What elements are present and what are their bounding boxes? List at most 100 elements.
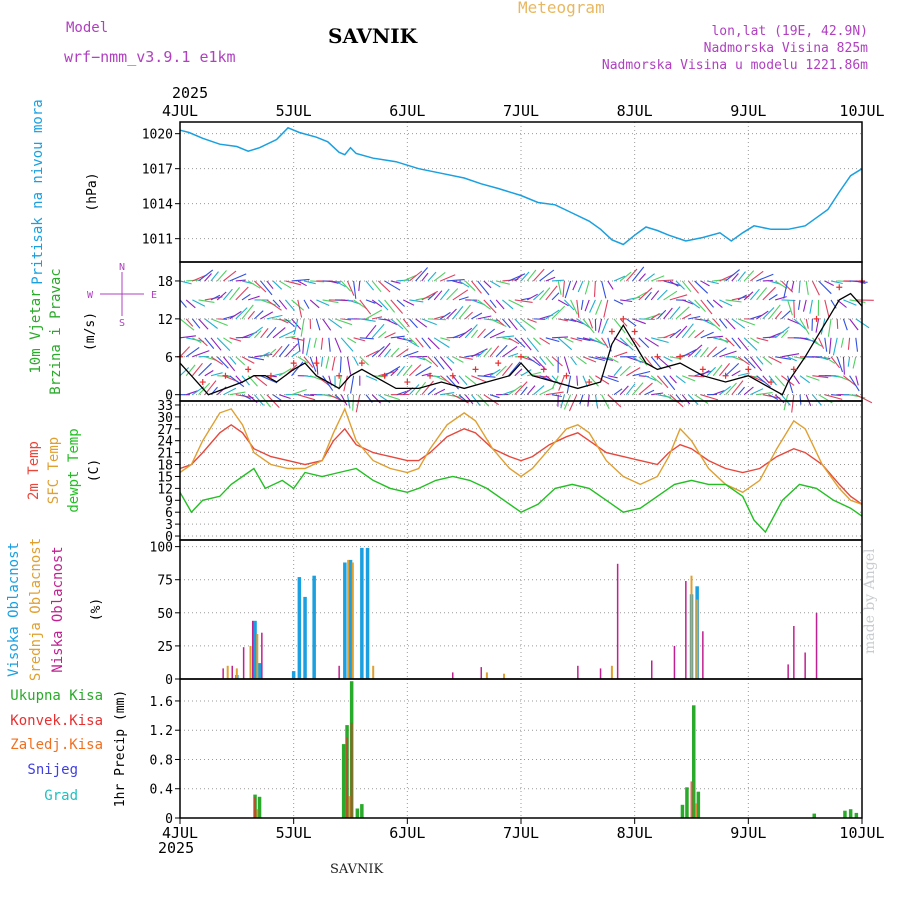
y-tick-label-pressure: 1011 bbox=[142, 233, 173, 248]
wind-gust-point bbox=[836, 284, 843, 291]
wind-gust-point bbox=[540, 366, 547, 373]
wind-arrow bbox=[210, 271, 219, 282]
wind-arrow bbox=[272, 345, 283, 358]
wind-arrow bbox=[247, 326, 264, 339]
meteogram-title: Meteogram bbox=[518, 0, 605, 17]
wind-arrow bbox=[285, 280, 302, 286]
wind-arrow bbox=[495, 365, 507, 377]
wind-arrow bbox=[446, 288, 459, 301]
y-tick-label-temperature: 9 bbox=[165, 494, 173, 509]
precip-bar-precip_strat bbox=[348, 796, 351, 818]
wind-arrow bbox=[241, 293, 251, 301]
y-tick-label-cloud: 50 bbox=[157, 607, 173, 622]
x-tick-label-top: 8JUL bbox=[617, 102, 653, 120]
wind-arrow bbox=[681, 313, 692, 320]
wind-arrow bbox=[688, 394, 699, 405]
wind-arrow bbox=[303, 280, 316, 285]
wind-arrow bbox=[562, 280, 565, 297]
y-tick-label-wind: 12 bbox=[157, 313, 173, 328]
wind-arrow bbox=[774, 326, 790, 339]
cloud-bar-low_cloud bbox=[599, 668, 602, 679]
cloud-unit-label: (%) bbox=[89, 598, 104, 621]
wind-arrow bbox=[291, 299, 305, 311]
wind-arrow bbox=[266, 314, 283, 320]
wind-arrow bbox=[799, 375, 811, 384]
wind-arrow bbox=[229, 310, 242, 320]
wind-arrow bbox=[217, 318, 228, 320]
wind-arrow bbox=[458, 375, 468, 386]
wind-arrow bbox=[415, 365, 432, 377]
wind-arrow bbox=[613, 318, 626, 334]
cloud-bar-high_cloud bbox=[343, 562, 347, 679]
wind-arrow bbox=[408, 384, 420, 396]
wind-arrow bbox=[372, 316, 383, 320]
wind-arrow bbox=[638, 382, 653, 396]
wind-arrow bbox=[415, 356, 426, 361]
wind-arrow bbox=[235, 286, 249, 301]
cloud-bar-high_cloud bbox=[348, 559, 353, 679]
wind-arrow bbox=[638, 273, 646, 282]
wind-arrow bbox=[322, 299, 339, 304]
wind-arrow bbox=[495, 318, 505, 326]
wind-arrow bbox=[297, 280, 307, 287]
wind-arrow bbox=[433, 375, 448, 382]
wind-arrow bbox=[260, 351, 270, 358]
cloud-bar-low_cloud bbox=[673, 645, 676, 679]
wind-arrow bbox=[675, 306, 690, 320]
wind-arrow bbox=[644, 273, 655, 282]
temp-legend-label: dewpt Temp bbox=[66, 428, 82, 512]
wind-arrow bbox=[371, 323, 385, 339]
wind-arrow bbox=[650, 275, 665, 282]
wind-arrow bbox=[849, 318, 859, 331]
wind-arrow bbox=[439, 288, 450, 301]
wind-arrow bbox=[229, 337, 242, 342]
wind-arrow bbox=[545, 285, 558, 301]
wind-arrow bbox=[253, 394, 264, 406]
wind-arrow bbox=[688, 344, 703, 358]
wind-gust-point bbox=[358, 360, 365, 367]
wind-arrow bbox=[452, 356, 464, 363]
wind-arrow bbox=[812, 337, 820, 346]
wind-arrow bbox=[315, 356, 319, 375]
wind-arrow bbox=[440, 311, 451, 320]
wind-gust-point bbox=[620, 315, 627, 322]
wind-arrow bbox=[725, 269, 740, 282]
precip-legend-label: Zaledj.Kisa bbox=[10, 737, 103, 753]
wind-arrow bbox=[371, 345, 385, 358]
wind-arrow bbox=[496, 280, 510, 285]
wind-arrow bbox=[539, 356, 547, 365]
wind-arrow bbox=[681, 349, 697, 358]
wind-arrow bbox=[619, 365, 631, 377]
pressure-line bbox=[179, 126, 863, 246]
wind-arrow bbox=[210, 294, 221, 301]
wind-arrow bbox=[625, 383, 636, 396]
wind-arrow bbox=[402, 299, 415, 306]
wind-arrow bbox=[613, 388, 623, 396]
cloud-legend-label: Visoka Oblacnost bbox=[6, 542, 22, 677]
wind-arrow bbox=[580, 299, 584, 310]
wind-arrow bbox=[731, 318, 746, 329]
wind-arrow bbox=[402, 318, 410, 328]
wind-arrow bbox=[439, 356, 453, 371]
wind-arrow bbox=[762, 356, 773, 366]
wind-arrow bbox=[700, 318, 716, 327]
temp-legend-label: 2m Temp bbox=[26, 441, 42, 500]
wind-gust-point bbox=[563, 372, 570, 379]
wind-arrow bbox=[365, 309, 382, 320]
wind-arrow bbox=[353, 299, 368, 310]
wind-arrow bbox=[566, 375, 572, 394]
wind-arrow bbox=[638, 337, 650, 348]
wind-arrow bbox=[415, 318, 428, 328]
x-tick-label-top: 6JUL bbox=[389, 102, 425, 120]
wind-arrow bbox=[235, 356, 246, 366]
wind-arrow bbox=[266, 299, 282, 311]
wind-arrow bbox=[396, 279, 410, 282]
wind-arrow bbox=[669, 280, 679, 287]
wind-arrow bbox=[384, 394, 400, 401]
cloud-bar-low_cloud bbox=[804, 652, 806, 679]
wind-arrow bbox=[799, 318, 810, 335]
precip-bar-precip_conv bbox=[346, 737, 349, 818]
wind-arrow bbox=[613, 275, 626, 282]
wind-arrow bbox=[650, 312, 660, 320]
wind-arrow bbox=[828, 337, 832, 354]
